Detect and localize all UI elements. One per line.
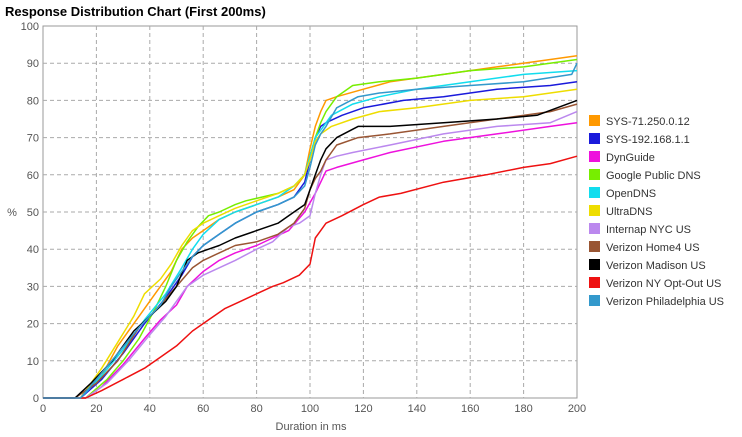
legend-swatch-verizon-philadelphia-us bbox=[589, 295, 600, 306]
legend-label-internap-nyc-us: Internap NYC US bbox=[606, 224, 691, 236]
legend-swatch-verizon-home4-us bbox=[589, 241, 600, 252]
x-tick-label: 60 bbox=[197, 403, 209, 415]
series-line-verizon-philadelphia-us bbox=[43, 62, 578, 399]
legend-label-verizon-madison-us: Verizon Madison US bbox=[606, 260, 706, 272]
y-tick-label: 80 bbox=[27, 95, 39, 107]
x-tick-label: 40 bbox=[144, 403, 156, 415]
legend-swatch-google-public-dns bbox=[589, 169, 600, 180]
y-tick-label: 90 bbox=[27, 58, 39, 70]
legend-label-sys-192-168-1-1: SYS-192.168.1.1 bbox=[606, 134, 690, 146]
y-tick-label: 20 bbox=[27, 319, 39, 331]
legend-label-dynguide: DynGuide bbox=[606, 152, 655, 164]
series-line-opendns bbox=[43, 69, 578, 399]
legend-swatch-verizon-ny-opt-out-us bbox=[589, 277, 600, 288]
series-line-ultradns bbox=[43, 88, 578, 399]
x-tick-label: 180 bbox=[514, 403, 532, 415]
y-tick-label: 60 bbox=[27, 170, 39, 182]
legend-swatch-internap-nyc-us bbox=[589, 223, 600, 234]
x-tick-label: 20 bbox=[90, 403, 102, 415]
legend-swatch-sys-71-250-0-12 bbox=[589, 115, 600, 126]
y-axis-label: % bbox=[7, 207, 17, 219]
x-tick-label: 80 bbox=[250, 403, 262, 415]
series-line-verizon-ny-opt-out-us bbox=[43, 155, 578, 399]
legend-swatch-sys-192-168-1-1 bbox=[589, 133, 600, 144]
x-tick-label: 120 bbox=[354, 403, 372, 415]
x-axis-label: Duration in ms bbox=[276, 421, 347, 433]
x-tick-label: 100 bbox=[301, 403, 319, 415]
y-tick-label: 40 bbox=[27, 244, 39, 256]
legend-label-verizon-home4-us: Verizon Home4 US bbox=[606, 242, 700, 254]
legend-swatch-dynguide bbox=[589, 151, 600, 162]
y-tick-label: 50 bbox=[27, 207, 39, 219]
series-line-internap-nyc-us bbox=[43, 110, 578, 399]
x-tick-label: 200 bbox=[568, 403, 586, 415]
y-tick-label: 10 bbox=[27, 356, 39, 368]
legend-label-opendns: OpenDNS bbox=[606, 188, 656, 200]
legend-label-google-public-dns: Google Public DNS bbox=[606, 170, 701, 182]
series-line-google-public-dns bbox=[43, 58, 578, 399]
x-tick-label: 140 bbox=[408, 403, 426, 415]
y-tick-label: 70 bbox=[27, 133, 39, 145]
y-tick-label: 30 bbox=[27, 281, 39, 293]
legend-swatch-ultradns bbox=[589, 205, 600, 216]
legend-label-verizon-philadelphia-us: Verizon Philadelphia US bbox=[606, 296, 724, 308]
chart-title: Response Distribution Chart (First 200ms… bbox=[5, 4, 266, 19]
legend-swatch-verizon-madison-us bbox=[589, 259, 600, 270]
y-tick-label: 0 bbox=[33, 393, 39, 405]
legend-swatch-opendns bbox=[589, 187, 600, 198]
legend-label-ultradns: UltraDNS bbox=[606, 206, 652, 218]
x-tick-label: 160 bbox=[461, 403, 479, 415]
legend-label-verizon-ny-opt-out-us: Verizon NY Opt-Out US bbox=[606, 278, 721, 290]
x-tick-label: 0 bbox=[40, 403, 46, 415]
legend-label-sys-71-250-0-12: SYS-71.250.0.12 bbox=[606, 116, 690, 128]
y-tick-label: 100 bbox=[21, 21, 39, 33]
series-line-dynguide bbox=[43, 121, 578, 399]
